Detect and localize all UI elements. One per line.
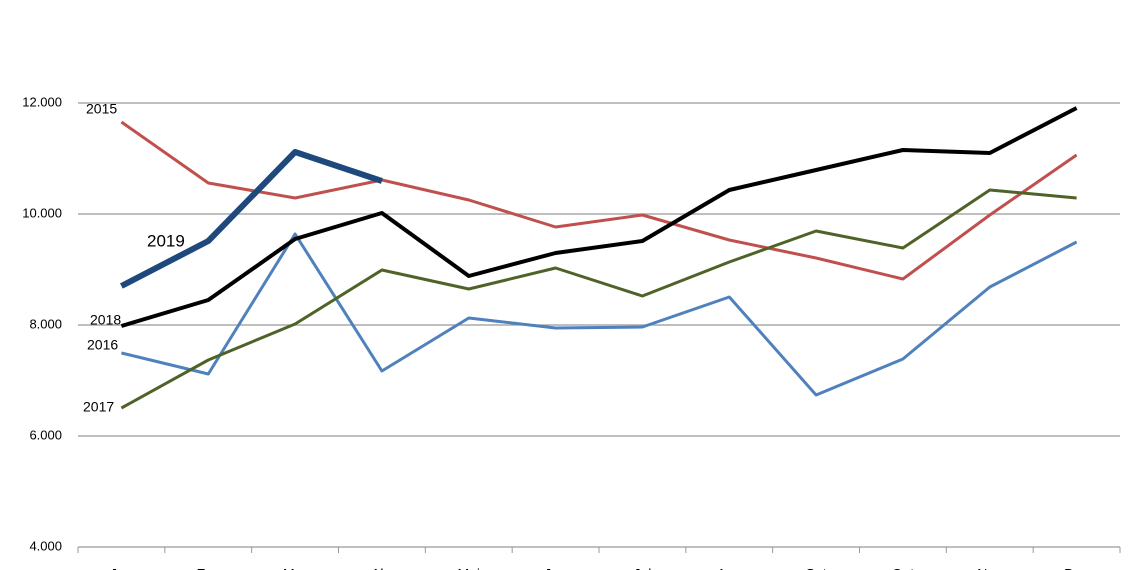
series-label: 2019 (147, 231, 185, 250)
x-tick-label: Mar (283, 566, 307, 570)
x-tick-label: Dez (1064, 566, 1089, 570)
x-tick-label: Jul (633, 566, 651, 570)
x-tick-label: Mai (457, 566, 480, 570)
x-tick-label: Nov (977, 566, 1002, 570)
x-tick-label: Ago (717, 566, 742, 570)
series-label: 2017 (83, 399, 114, 415)
y-tick-label: 12.000 (22, 94, 62, 109)
series-line (121, 232, 1078, 397)
series-label: 2016 (87, 337, 118, 353)
x-tick-label: Set (806, 566, 827, 570)
y-tick-label: 10.000 (22, 205, 62, 220)
y-tick-label: 8.000 (29, 316, 62, 331)
x-tick-label: Jan (110, 566, 133, 570)
series-label: 2015 (86, 101, 117, 117)
series-line (120, 120, 1078, 281)
x-tick-label: Jun (544, 566, 567, 570)
series-line (120, 106, 1078, 328)
series-line (120, 149, 383, 289)
series-label: 2018 (90, 312, 121, 328)
x-tick-label: Abr (371, 566, 393, 570)
x-tick-label: Out (892, 566, 915, 570)
series-line (120, 188, 1077, 410)
x-tick-label: Fev (197, 566, 220, 570)
y-tick-label: 4.000 (29, 538, 62, 553)
y-tick-label: 6.000 (29, 427, 62, 442)
